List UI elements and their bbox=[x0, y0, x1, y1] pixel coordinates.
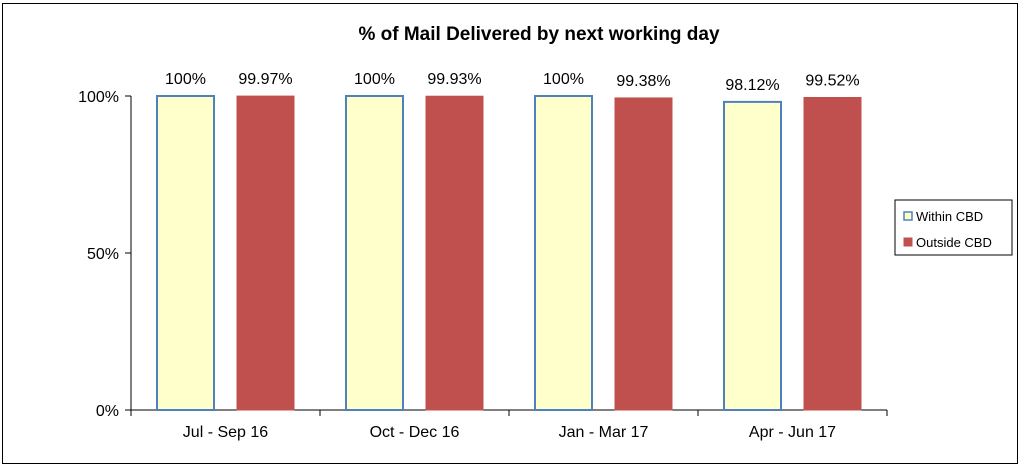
bar-outside-cbd bbox=[803, 97, 862, 411]
bar-outside-cbd bbox=[614, 97, 673, 411]
data-labels: 100% 99.97% 100% 99.93% 100% 99.38% 98.12% 99.5… bbox=[165, 71, 860, 94]
y-tick-label: 100% bbox=[78, 89, 119, 106]
data-label: 99.97% bbox=[238, 71, 292, 88]
legend-swatch-within-cbd bbox=[903, 211, 913, 221]
bar-within-cbd bbox=[156, 95, 215, 411]
x-tick-label: Apr - Jun 17 bbox=[749, 424, 836, 441]
bar-within-cbd bbox=[345, 95, 404, 411]
legend-swatch-outside-cbd bbox=[903, 237, 913, 247]
x-tick-label: Jan - Mar 17 bbox=[559, 424, 649, 441]
legend-label: Outside CBD bbox=[916, 235, 992, 250]
data-label: 100% bbox=[165, 71, 206, 88]
y-tick-label: 0% bbox=[96, 403, 119, 420]
bar-outside-cbd bbox=[425, 95, 484, 411]
legend: Within CBD Outside CBD bbox=[894, 199, 1013, 256]
data-label: 99.93% bbox=[427, 71, 481, 88]
legend-label: Within CBD bbox=[916, 209, 983, 224]
data-label: 99.52% bbox=[805, 73, 859, 90]
data-label: 99.38% bbox=[616, 73, 670, 90]
bar-within-cbd bbox=[534, 95, 593, 411]
y-tick-label: 50% bbox=[87, 246, 119, 263]
legend-box bbox=[894, 199, 1013, 256]
x-tick-label: Oct - Dec 16 bbox=[370, 424, 460, 441]
x-tick-label: Jul - Sep 16 bbox=[183, 424, 268, 441]
bar-within-cbd bbox=[723, 100, 782, 411]
bar-outside-cbd bbox=[236, 95, 295, 411]
data-label: 98.12% bbox=[725, 77, 779, 94]
chart-title: % of Mail Delivered by next working day bbox=[358, 24, 720, 45]
data-label: 100% bbox=[543, 71, 584, 88]
bars bbox=[156, 95, 862, 411]
data-label: 100% bbox=[354, 71, 395, 88]
